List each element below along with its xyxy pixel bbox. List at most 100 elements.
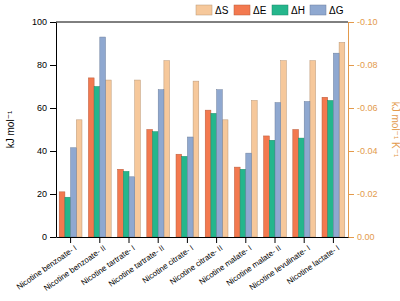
tick-mark — [129, 237, 130, 243]
tick-label: 80 — [37, 60, 47, 70]
bar — [269, 140, 275, 237]
legend-label: ΔE — [253, 5, 267, 16]
bar — [234, 167, 240, 237]
tick-label: 100 — [32, 17, 47, 27]
plot: 0204060801000.00-0.02-0.04-0.06-0.08-0.1… — [15, 17, 378, 293]
tick-mark — [50, 151, 56, 152]
bar — [187, 137, 193, 237]
bar — [94, 87, 100, 238]
bar — [123, 171, 129, 237]
bar — [118, 169, 124, 237]
bar — [246, 153, 252, 237]
tick-mark — [50, 65, 56, 66]
y-tick: 20 — [37, 189, 56, 199]
bar — [251, 100, 257, 237]
tick-label: 0 — [42, 232, 47, 242]
tick-mark — [348, 194, 354, 195]
axis-line — [57, 237, 349, 238]
bar — [322, 97, 328, 237]
tick-mark — [348, 65, 354, 66]
bar — [275, 103, 281, 237]
tick-label: -0.06 — [357, 103, 378, 113]
y-tick: 80 — [37, 60, 56, 70]
bar — [153, 132, 159, 237]
bar — [205, 110, 211, 237]
tick-mark — [304, 237, 305, 243]
y-tick: 40 — [37, 146, 56, 156]
y-tick: 0 — [42, 232, 56, 242]
legend-entry: ΔG — [310, 5, 344, 16]
tick-label: 0.00 — [357, 232, 375, 242]
bar — [88, 78, 94, 237]
x-axis: Nicotine benzoate- INicotine benzoate- I… — [15, 237, 349, 293]
bar — [100, 37, 106, 237]
series-bars — [59, 78, 327, 237]
tick-mark — [333, 237, 334, 243]
bar — [147, 130, 153, 238]
tick-mark — [50, 237, 56, 238]
y-tick: 100 — [32, 17, 56, 27]
x-tick: Nicotine benzoate- II — [42, 237, 107, 293]
tick-mark — [50, 194, 56, 195]
series-bars — [71, 37, 339, 237]
legend-swatch — [272, 5, 288, 15]
tick-mark — [187, 237, 188, 243]
bar — [310, 61, 316, 237]
bar — [182, 156, 188, 237]
legend-entry: ΔS — [196, 5, 229, 16]
bar — [76, 120, 82, 237]
legend-label: ΔH — [291, 5, 305, 16]
tick-label: -0.02 — [357, 189, 378, 199]
tick-label: 40 — [37, 146, 47, 156]
tick-mark — [348, 151, 354, 152]
bar — [193, 81, 199, 237]
x-tick: Nicotine levulinate- I — [248, 237, 312, 292]
bar — [281, 61, 287, 237]
bar — [164, 61, 170, 237]
y2-tick: -0.02 — [348, 189, 378, 199]
bar — [129, 177, 135, 237]
tick-label: 60 — [37, 103, 47, 113]
legend-label: ΔS — [215, 5, 229, 16]
y2-axis: 0.00-0.02-0.04-0.06-0.08-0.10 — [348, 17, 378, 242]
axis-line — [56, 23, 57, 238]
legend-label: ΔG — [329, 5, 344, 16]
legend-entry: ΔH — [272, 5, 305, 16]
y-tick: 60 — [37, 103, 56, 113]
bar — [105, 80, 111, 237]
bar — [264, 136, 270, 237]
bar — [240, 169, 246, 237]
bar — [217, 90, 223, 237]
bar — [71, 148, 77, 237]
tick-mark — [275, 237, 276, 243]
frame — [56, 22, 348, 23]
tick-label: 20 — [37, 189, 47, 199]
bar — [339, 42, 345, 237]
y2-axis-title: kJ mol⁻¹ K⁻¹ — [390, 102, 400, 158]
axis-line — [348, 23, 349, 238]
tick-mark — [70, 237, 71, 243]
tick-mark — [99, 237, 100, 243]
tick-mark — [158, 237, 159, 243]
y-axis-title: kJ mol⁻¹ — [5, 110, 16, 148]
y2-tick: -0.04 — [348, 146, 378, 156]
bar — [158, 90, 164, 237]
tick-mark — [245, 237, 246, 243]
bar — [176, 154, 182, 237]
series-bars — [76, 42, 344, 237]
x-tick: Nicotine lactate- I — [285, 237, 341, 286]
tick-mark — [216, 237, 217, 243]
tick-label: -0.04 — [357, 146, 378, 156]
bar — [135, 80, 141, 237]
tick-label: -0.08 — [357, 60, 378, 70]
bar — [299, 138, 305, 237]
x-tick: Nicotine citrate- I — [141, 237, 195, 285]
legend-swatch — [234, 5, 250, 15]
bars — [59, 37, 345, 237]
tick-mark — [50, 108, 56, 109]
tick-mark — [348, 237, 354, 238]
bar — [304, 102, 310, 237]
legend-swatch — [196, 5, 212, 15]
x-tick: Nicotine tartrate- II — [107, 237, 166, 289]
y2-tick: -0.08 — [348, 60, 378, 70]
